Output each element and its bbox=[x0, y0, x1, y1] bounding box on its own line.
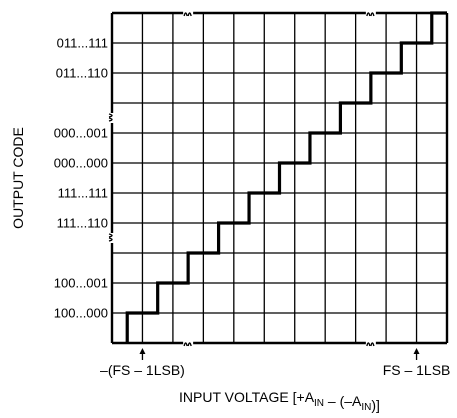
y-tick-label: 100...001 bbox=[54, 276, 108, 291]
y-axis-title: OUTPUT CODE bbox=[10, 127, 26, 229]
x-tick-label: –(FS – 1LSB) bbox=[100, 362, 185, 378]
axis-titles: OUTPUT CODE INPUT VOLTAGE [+AIN – (–AIN)] bbox=[10, 127, 380, 413]
axis-break-mark bbox=[365, 339, 376, 347]
axis-breaks bbox=[108, 9, 376, 347]
plot-area bbox=[125, 11, 447, 343]
axis-break-mark bbox=[108, 233, 116, 243]
y-tick-label: 000...000 bbox=[54, 156, 108, 171]
y-tick-label: 011...110 bbox=[56, 66, 108, 81]
y-tick-label: 111...111 bbox=[58, 186, 108, 201]
y-tick-label: 011...111 bbox=[57, 36, 108, 51]
axis-break-mark bbox=[108, 113, 116, 123]
x-tick-labels: –(FS – 1LSB) FS – 1LSB bbox=[100, 348, 450, 378]
y-tick-labels: 011...111 011...110 000...001 000...000 111.… bbox=[54, 36, 108, 321]
transfer-staircase-line bbox=[125, 11, 447, 343]
x-tick-label: FS – 1LSB bbox=[383, 362, 451, 378]
axis-break-mark bbox=[183, 9, 194, 17]
x-axis-title: INPUT VOLTAGE [+AIN – (–AIN)] bbox=[179, 389, 380, 413]
axis-break-mark bbox=[365, 9, 376, 17]
axis-break-mark bbox=[183, 339, 194, 347]
x-tick-marker bbox=[139, 348, 146, 360]
x-tick-marker bbox=[413, 348, 420, 360]
y-tick-label: 100...000 bbox=[54, 306, 108, 321]
y-tick-label: 000...001 bbox=[54, 126, 108, 141]
y-tick-label: 111...110 bbox=[57, 216, 108, 231]
